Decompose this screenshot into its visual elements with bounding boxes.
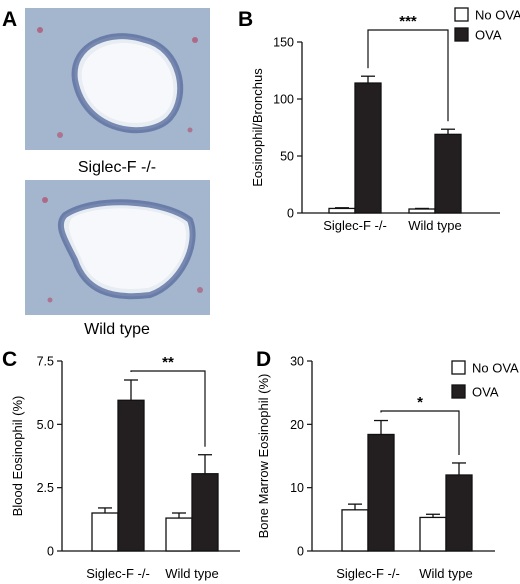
micrograph-caption-siglec-f: Siglec-F -/- bbox=[78, 159, 156, 176]
x-category-label: Wild type bbox=[408, 218, 461, 233]
y-axis-label: Blood Eosinophil (%) bbox=[10, 396, 25, 517]
bar-no-ova bbox=[419, 516, 447, 552]
bar-ova bbox=[117, 399, 145, 552]
bar-ova bbox=[354, 82, 382, 214]
micrograph-siglec-f bbox=[25, 8, 210, 150]
y-tick-label: 100 bbox=[273, 93, 294, 107]
bar-no-ova bbox=[91, 512, 119, 552]
y-tick-label: 0 bbox=[297, 545, 304, 559]
legend-swatch bbox=[451, 360, 466, 375]
bar-no-ova bbox=[341, 509, 369, 552]
panel-letter-b: B bbox=[238, 8, 253, 31]
bar-no-ova bbox=[165, 517, 193, 552]
y-tick-label: 5.0 bbox=[37, 418, 54, 432]
significance-label: *** bbox=[399, 13, 417, 30]
legend-label: OVA bbox=[475, 28, 502, 43]
bar-ova bbox=[367, 433, 395, 552]
bar-no-ova bbox=[408, 208, 436, 214]
significance-bracket bbox=[367, 29, 449, 122]
panel-letter-c: C bbox=[2, 348, 17, 371]
bar-ova bbox=[191, 473, 219, 552]
y-axis-label: Bone Marrow Eosinophil (%) bbox=[256, 374, 271, 539]
bar-ova bbox=[445, 474, 473, 552]
panel-letter-a: A bbox=[2, 8, 17, 31]
chart-panel-d: 0 10 20 30 Bone Marrow Eosinophil (%) Siglec-… bbox=[256, 355, 519, 582]
x-category-label: Wild type bbox=[165, 566, 218, 581]
legend-label: No OVA bbox=[475, 8, 520, 23]
significance-bracket bbox=[130, 370, 206, 447]
micrograph-wild-type bbox=[25, 180, 210, 315]
x-category-label: Wild type bbox=[419, 566, 472, 581]
micrograph-caption-wild-type: Wild type bbox=[84, 321, 150, 338]
bar-ova bbox=[434, 133, 462, 214]
y-axis-label: Eosinophil/Bronchus bbox=[250, 68, 265, 187]
legend-swatch bbox=[454, 27, 469, 42]
y-tick-label: 20 bbox=[290, 418, 304, 432]
x-category-label: Siglec-F -/- bbox=[336, 566, 400, 581]
y-tick-label: 0 bbox=[47, 545, 54, 559]
y-tick-label: 7.5 bbox=[37, 355, 54, 369]
chart-panel-c: 0 2.5 5.0 7.5 Blood Eosinophil (%) Siglec-F -… bbox=[10, 354, 240, 581]
chart-panel-b: 0 50 100 150 Eosinophil/Bronchus Siglec-F -/-… bbox=[250, 7, 520, 233]
significance-bracket bbox=[380, 410, 460, 455]
panel-letter-d: D bbox=[256, 348, 271, 371]
x-category-label: Siglec-F -/- bbox=[86, 566, 150, 581]
y-tick-label: 2.5 bbox=[37, 481, 54, 495]
legend-label: OVA bbox=[472, 385, 499, 400]
legend-swatch bbox=[451, 384, 466, 399]
significance-label: * bbox=[417, 394, 423, 411]
legend-label: No OVA bbox=[472, 361, 519, 376]
y-tick-label: 150 bbox=[273, 36, 294, 50]
significance-label: ** bbox=[162, 354, 174, 371]
y-tick-label: 30 bbox=[290, 355, 304, 369]
legend-swatch bbox=[454, 7, 469, 22]
bar-no-ova bbox=[328, 207, 356, 214]
y-tick-label: 0 bbox=[287, 207, 294, 221]
x-category-label: Siglec-F -/- bbox=[323, 218, 387, 233]
y-tick-label: 50 bbox=[280, 150, 294, 164]
y-tick-label: 10 bbox=[290, 481, 304, 495]
